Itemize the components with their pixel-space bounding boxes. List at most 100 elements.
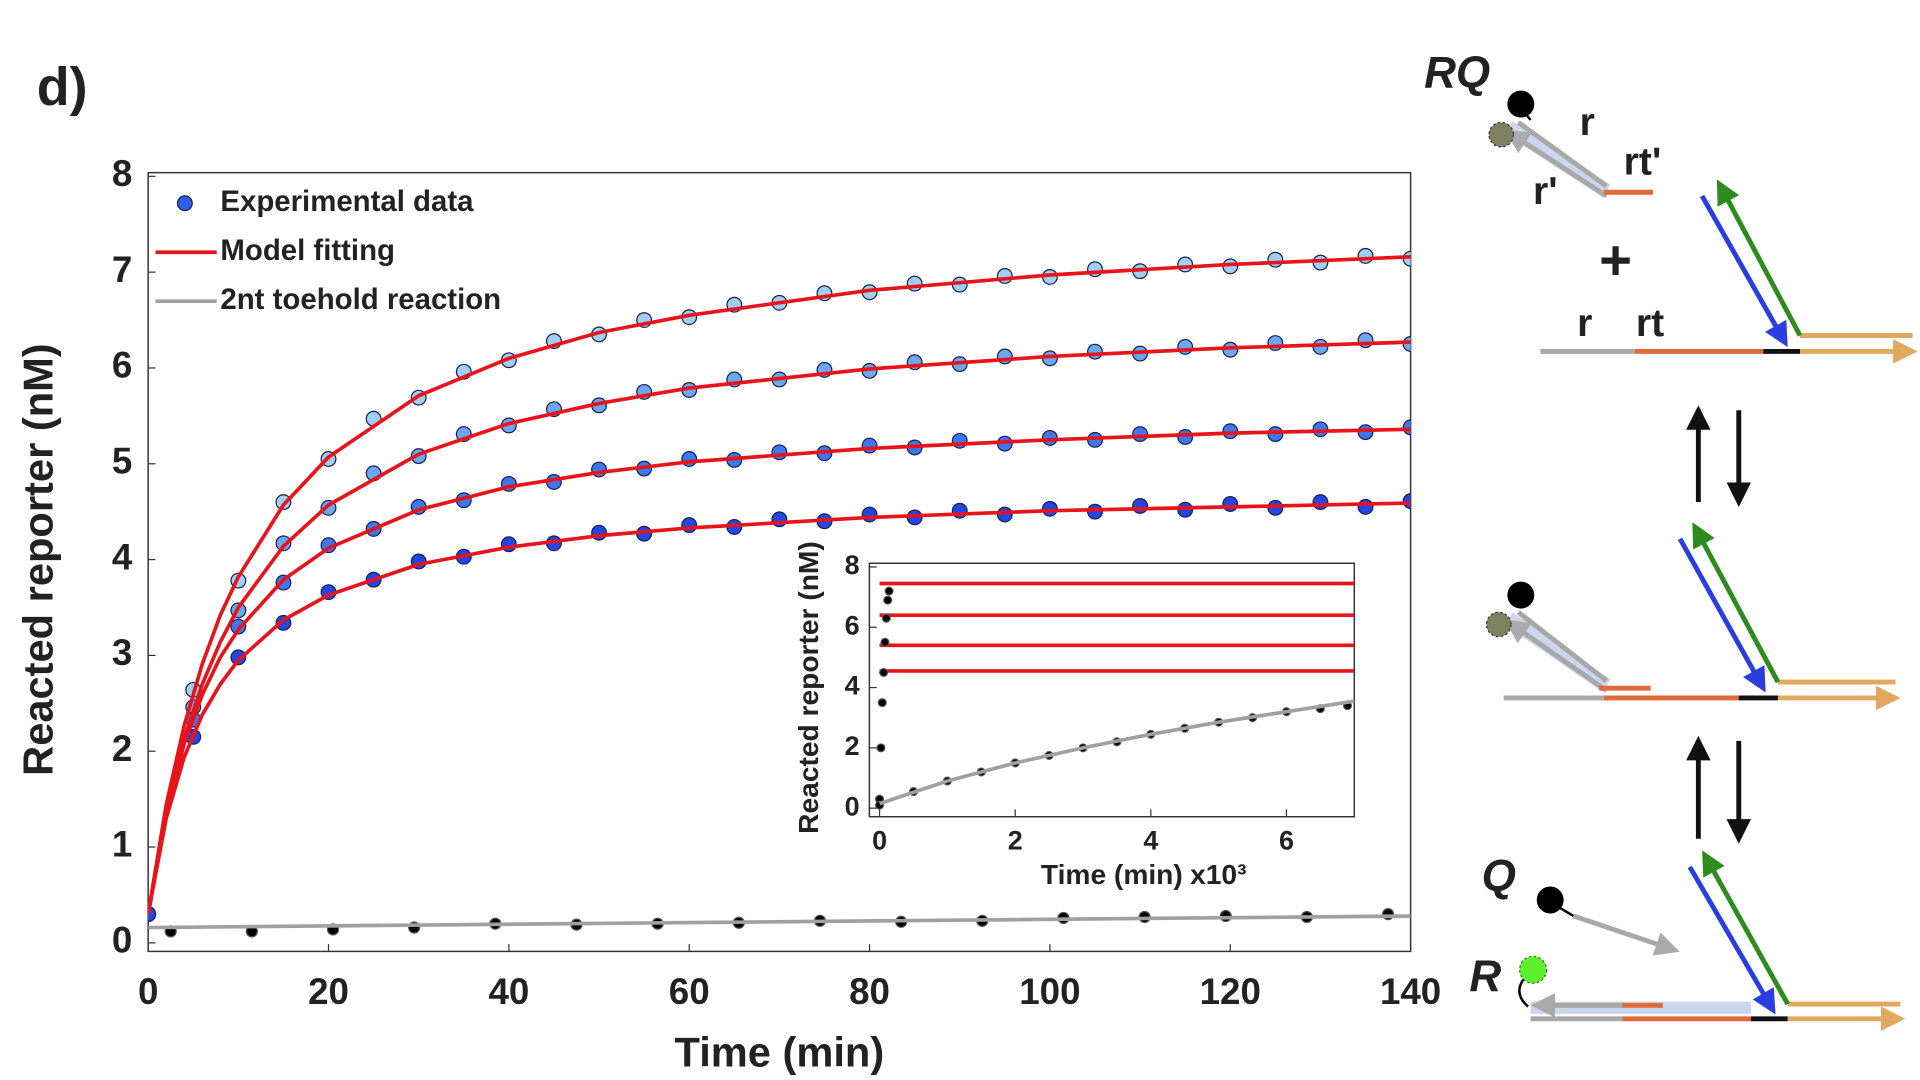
- x-tick-label: 140: [1380, 971, 1441, 1012]
- data-point: [1132, 497, 1149, 514]
- data-point: [879, 667, 889, 678]
- strand: [1504, 129, 1608, 198]
- diagram-label: r: [1580, 101, 1595, 144]
- legend-label: Experimental data: [220, 185, 474, 218]
- duplex-band: [1504, 612, 1611, 692]
- y-tick-label: 2: [112, 728, 132, 769]
- y-tick-label: 6: [112, 345, 132, 386]
- data-point: [1222, 496, 1239, 512]
- data-line: [148, 914, 1411, 930]
- quencher: [1507, 90, 1535, 118]
- data-point: [1402, 419, 1411, 436]
- x-tick-label: 40: [488, 971, 529, 1012]
- data-point: [275, 535, 292, 552]
- fluorophore: [1485, 611, 1512, 638]
- linker: [1518, 978, 1529, 1008]
- data-point: [1357, 247, 1374, 264]
- y-tick-label: 1: [112, 824, 132, 865]
- legend-marker: [176, 195, 193, 212]
- strand: [1716, 179, 1803, 337]
- strand: [1677, 537, 1766, 693]
- y-tick-label: 8: [112, 153, 132, 194]
- y-axis-title: Reacted reporter (nM): [793, 541, 824, 834]
- x-tick-label: 80: [849, 971, 890, 1012]
- y-tick-label: 6: [845, 610, 860, 640]
- data-point: [1267, 251, 1284, 268]
- diagram-label: rt': [1624, 140, 1662, 183]
- fluorophore: [1488, 121, 1515, 148]
- diagram-label: RQ: [1424, 49, 1490, 98]
- strand: [1516, 120, 1608, 189]
- panel-label: d): [37, 57, 88, 117]
- strand: [1572, 913, 1680, 956]
- strand: [1702, 850, 1790, 1006]
- data-point: [771, 444, 788, 461]
- data-point: [230, 649, 247, 666]
- strand: [1687, 865, 1776, 1015]
- plot-data: [148, 247, 1411, 938]
- fluorophore: [1518, 955, 1548, 984]
- data-point: [884, 586, 894, 596]
- diagram-label: rt: [1636, 302, 1664, 345]
- strand: [1699, 194, 1788, 348]
- data-point: [1402, 493, 1411, 510]
- x-tick-label: 20: [308, 971, 349, 1012]
- diagram-label: r': [1533, 170, 1558, 213]
- x-tick-label: 100: [1019, 971, 1080, 1012]
- data-point: [881, 613, 891, 623]
- data-line: [148, 254, 1411, 915]
- data-line: [148, 427, 1411, 915]
- diagram-label: r: [1577, 302, 1592, 345]
- data-point: [877, 698, 887, 708]
- data-line: [148, 501, 1411, 915]
- data-point: [1312, 494, 1329, 511]
- diagram-label: Q: [1482, 852, 1516, 901]
- strand: [1692, 522, 1781, 684]
- data-point: [996, 506, 1013, 523]
- data-point: [876, 743, 886, 753]
- y-tick-label: 5: [112, 440, 132, 481]
- diagram-label: R: [1469, 952, 1501, 1001]
- data-line: [878, 699, 1355, 806]
- quencher: [1507, 581, 1535, 609]
- plot-data: [875, 581, 1355, 810]
- x-tick-label: 0: [872, 826, 887, 856]
- x-axis-title: Time (min): [675, 1029, 885, 1076]
- data-point: [1132, 426, 1149, 443]
- plot-frame: [868, 562, 1356, 818]
- data-point: [883, 595, 893, 605]
- y-tick-label: 7: [112, 249, 132, 290]
- data-point: [1087, 343, 1103, 360]
- data-point: [1357, 498, 1374, 515]
- data-point: [1177, 256, 1194, 273]
- strand: [1516, 610, 1609, 683]
- x-axis-title: Time (min): [1041, 859, 1183, 890]
- y-tick-label: 2: [845, 731, 860, 761]
- x-axis-multiplier: x10³: [1190, 859, 1246, 890]
- x-tick-label: 60: [669, 971, 710, 1012]
- y-tick-label: 0: [845, 791, 860, 821]
- y-tick-label: 4: [112, 536, 133, 577]
- y-tick-label: 0: [112, 920, 132, 961]
- x-tick-label: 120: [1200, 971, 1261, 1012]
- x-tick-label: 0: [138, 971, 158, 1012]
- reaction-diagram: RQ r rt' r' + r rt Q R: [1424, 49, 1918, 1032]
- quencher: [1536, 886, 1564, 914]
- y-axis-title: Reacted reporter (nM): [15, 343, 62, 776]
- data-line: [148, 340, 1411, 915]
- data-point: [861, 437, 878, 454]
- y-tick-label: 8: [845, 550, 860, 580]
- data-point: [880, 637, 890, 647]
- data-point: [1177, 428, 1194, 445]
- plot: 0 2 4 6 0 2 4 6 8 Time (min) x10³ Reacted reporter …: [793, 541, 1356, 890]
- y-tick-label: 3: [112, 632, 132, 673]
- y-tick-label: 4: [845, 671, 860, 701]
- x-tick-label: 6: [1279, 826, 1294, 856]
- x-tick-label: 2: [1008, 826, 1023, 856]
- strand: [1504, 619, 1608, 693]
- diagram-label: +: [1599, 228, 1632, 291]
- x-tick-label: 4: [1143, 826, 1158, 856]
